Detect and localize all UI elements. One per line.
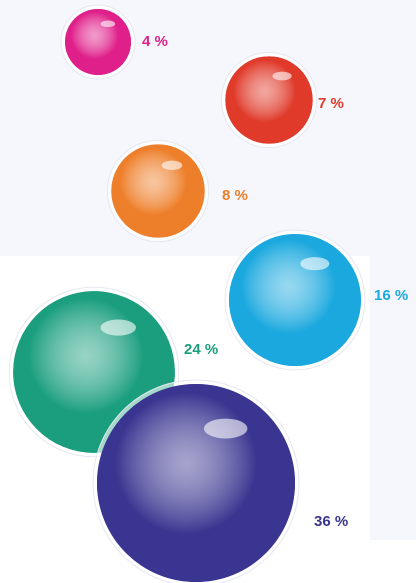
value-label: 4 % [142,33,168,50]
bubble-shade [65,9,131,75]
bubble-shade [229,234,361,366]
value-label: 36 % [314,513,348,530]
bubble-shade [111,144,205,238]
bubble-highlight [161,160,183,170]
value-label: 8 % [222,187,248,204]
value-label: 24 % [184,341,218,358]
background-panel [370,256,416,540]
bubble-shade [97,384,295,582]
bubble-highlight [100,20,116,28]
bubble-highlight [272,71,292,81]
value-label: 7 % [318,95,344,112]
bubble-highlight [300,257,330,271]
bubble-shade [225,56,313,144]
value-label: 16 % [374,287,408,304]
bubble-highlight [100,319,137,336]
bubble-highlight [203,418,248,439]
